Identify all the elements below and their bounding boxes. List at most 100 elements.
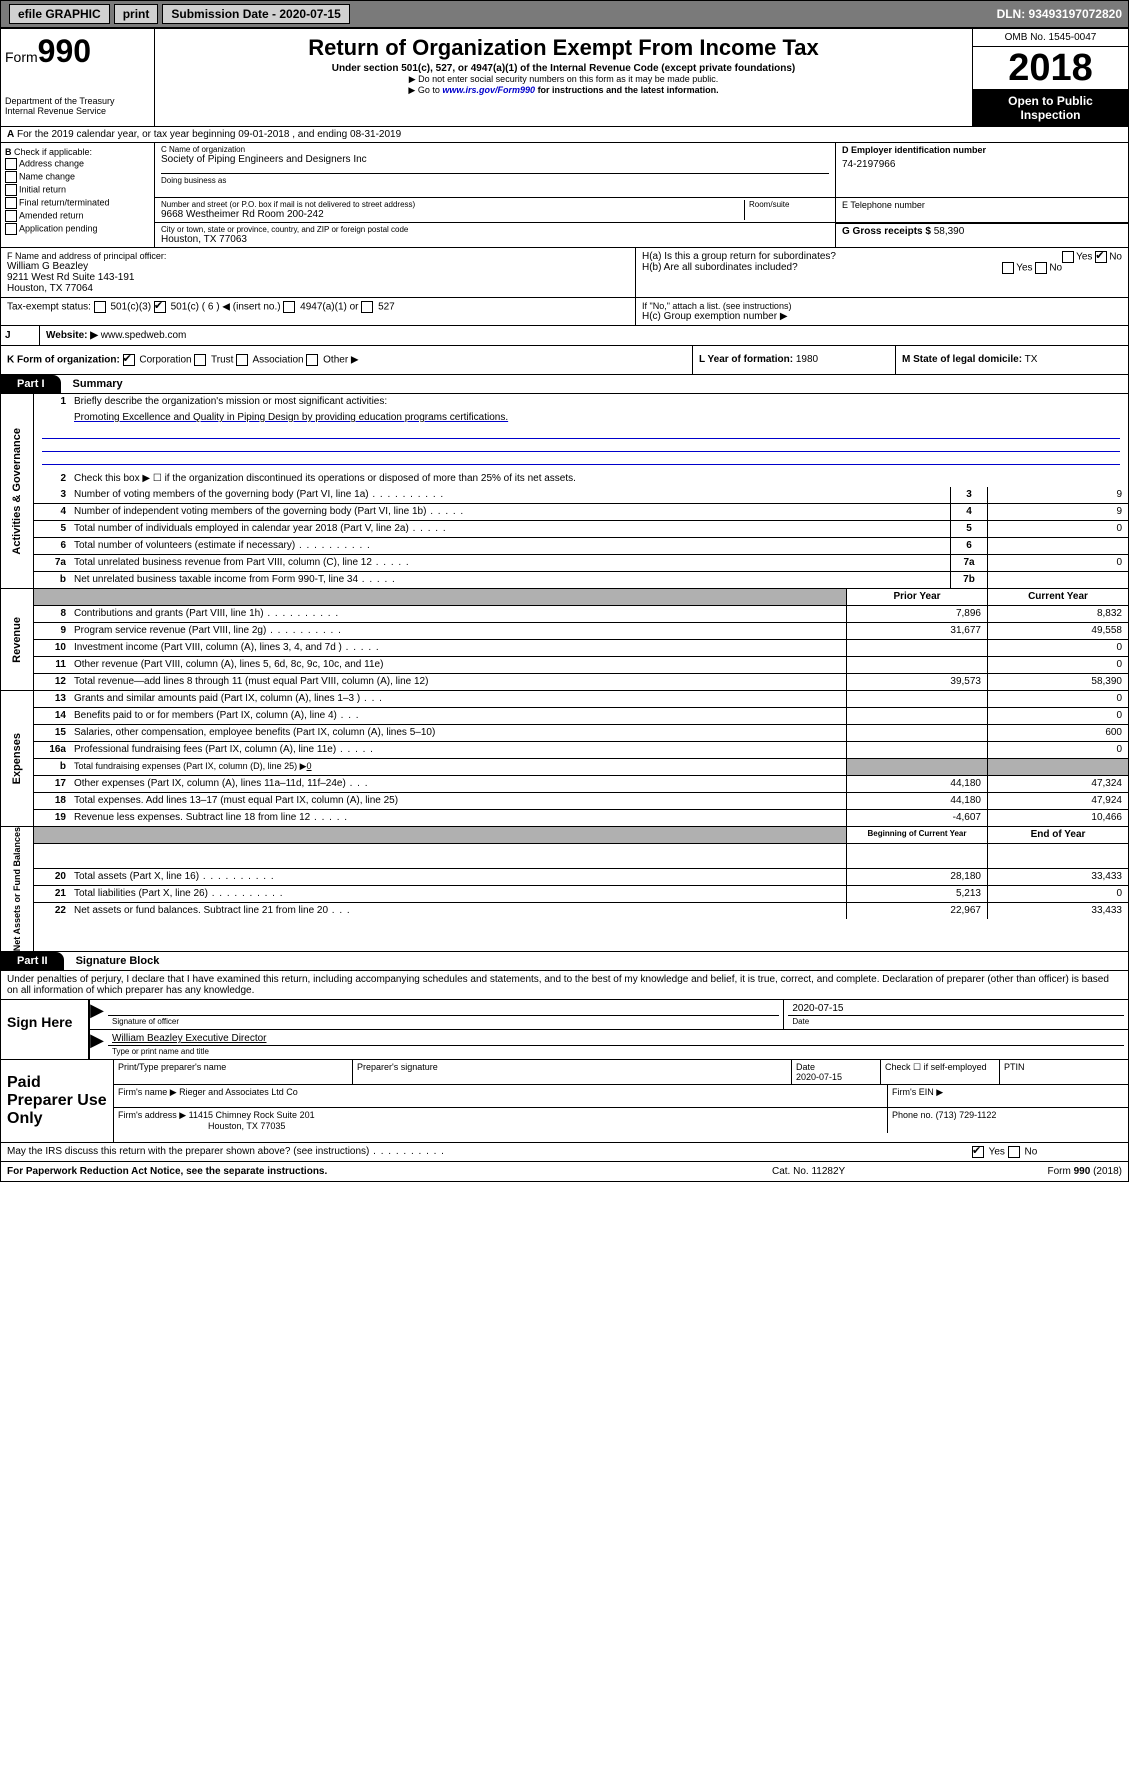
v5: 0 — [987, 521, 1128, 537]
l6: Total number of volunteers (estimate if … — [70, 538, 950, 554]
state-domicile: M State of legal domicile: TX — [895, 346, 1128, 374]
firm-addr2: Houston, TX 77035 — [118, 1121, 285, 1131]
ein-value: 74-2197966 — [842, 155, 1122, 174]
form-footer: Form 990 (2018) — [972, 1166, 1122, 1177]
dba-label: Doing business as — [161, 173, 829, 185]
sign-here-label: Sign Here — [1, 1000, 90, 1059]
sig-name-label: Type or print name and title — [108, 1045, 1124, 1057]
sidebar-expenses: Expenses — [11, 733, 23, 784]
ein-label: D Employer identification number — [842, 145, 1122, 155]
dept-label: Department of the Treasury Internal Reve… — [5, 96, 150, 116]
city-value: Houston, TX 77063 — [161, 234, 829, 245]
form-org-row: K Form of organization: Corporation Trus… — [1, 346, 692, 374]
street-value: 9668 Westheimer Rd Room 200-242 — [161, 209, 744, 220]
hb-row: H(b) Are all subordinates included? Yes … — [642, 262, 1122, 273]
self-emp-label: Check ☐ if self-employed — [881, 1060, 1000, 1084]
l15: Salaries, other compensation, employee b… — [70, 725, 846, 741]
l13: Grants and similar amounts paid (Part IX… — [70, 691, 846, 707]
l3: Number of voting members of the governin… — [70, 487, 950, 503]
sig-date-label: Date — [788, 1015, 1124, 1027]
website-label: Website: ▶ — [46, 330, 98, 341]
pra-notice: For Paperwork Reduction Act Notice, see … — [7, 1166, 772, 1177]
boy-hdr: Beginning of Current Year — [846, 827, 987, 843]
l19: Revenue less expenses. Subtract line 18 … — [70, 810, 846, 826]
gross-receipts-label: G Gross receipts $ — [842, 226, 931, 237]
check-if-applicable: B Check if applicable: Address change Na… — [1, 143, 155, 247]
perjury-text: Under penalties of perjury, I declare th… — [1, 971, 1128, 1000]
v7b — [987, 572, 1128, 588]
l5: Total number of individuals employed in … — [70, 521, 950, 537]
l22: Net assets or fund balances. Subtract li… — [70, 903, 846, 919]
room-label: Room/suite — [744, 200, 829, 220]
street-label: Number and street (or P.O. box if mail i… — [161, 200, 744, 209]
city-label: City or town, state or province, country… — [161, 225, 829, 234]
prep-sig-label: Preparer's signature — [353, 1060, 792, 1084]
discuss-label: May the IRS discuss this return with the… — [7, 1146, 972, 1158]
form-number: Form990 — [5, 33, 150, 70]
officer-addr1: 9211 West Rd Suite 143-191 — [7, 272, 629, 283]
l21: Total liabilities (Part X, line 26) — [70, 886, 846, 902]
prior-year-hdr: Prior Year — [846, 589, 987, 605]
efile-button[interactable]: efile GRAPHIC — [9, 4, 110, 24]
sig-name: William Beazley Executive Director — [108, 1032, 1124, 1045]
firm-name: Rieger and Associates Ltd Co — [179, 1087, 298, 1097]
submission-date-label: Submission Date - 2020-07-15 — [162, 4, 349, 24]
hc-row: H(c) Group exemption number ▶ — [642, 311, 1122, 322]
l1-mission: Promoting Excellence and Quality in Pipi… — [70, 410, 1128, 426]
officer-addr2: Houston, TX 77064 — [7, 283, 629, 294]
row-a-taxyear: A For the 2019 calendar year, or tax yea… — [1, 127, 1128, 143]
v4: 9 — [987, 504, 1128, 520]
firm-phone: (713) 729-1122 — [936, 1110, 997, 1120]
l1-label: Briefly describe the organization's miss… — [70, 394, 1128, 410]
print-button[interactable]: print — [114, 4, 159, 24]
ssn-note: ▶ Do not enter social security numbers o… — [159, 74, 968, 85]
sidebar-revenue: Revenue — [11, 617, 23, 663]
firm-ein-label: Firm's EIN ▶ — [888, 1085, 1128, 1107]
year-formation: L Year of formation: 1980 — [692, 346, 895, 374]
v7a: 0 — [987, 555, 1128, 571]
sidebar-governance: Activities & Governance — [11, 428, 23, 555]
phone-label: E Telephone number — [842, 200, 1122, 210]
part2-tab: Part II — [1, 952, 64, 970]
l12: Total revenue—add lines 8 through 11 (mu… — [70, 674, 846, 690]
l9: Program service revenue (Part VIII, line… — [70, 623, 846, 639]
dln-label: DLN: 93493197072820 — [997, 7, 1122, 21]
l20: Total assets (Part X, line 16) — [70, 869, 846, 885]
firm-addr1: 11415 Chimney Rock Suite 201 — [189, 1110, 315, 1120]
cat-no: Cat. No. 11282Y — [772, 1166, 972, 1177]
ptin-label: PTIN — [1000, 1060, 1128, 1084]
officer-label: F Name and address of principal officer: — [7, 251, 629, 261]
current-year-hdr: Current Year — [987, 589, 1128, 605]
gross-receipts-value: 58,390 — [934, 226, 965, 237]
hb-note: If "No," attach a list. (see instruction… — [642, 301, 1122, 311]
top-toolbar: efile GRAPHIC print Submission Date - 20… — [0, 0, 1129, 28]
l16a: Professional fundraising fees (Part IX, … — [70, 742, 846, 758]
officer-name: William G Beazley — [7, 261, 629, 272]
l18: Total expenses. Add lines 13–17 (must eq… — [70, 793, 846, 809]
sidebar-netassets: Net Assets or Fund Balances — [12, 827, 22, 951]
prep-name-label: Print/Type preparer's name — [114, 1060, 353, 1084]
goto-note: ▶ Go to www.irs.gov/Form990 for instruct… — [159, 85, 968, 96]
paid-preparer-label: Paid Preparer Use Only — [1, 1060, 114, 1142]
part1-tab: Part I — [1, 375, 61, 393]
omb-label: OMB No. 1545-0047 — [973, 29, 1128, 47]
l17: Other expenses (Part IX, column (A), lin… — [70, 776, 846, 792]
l7b: Net unrelated business taxable income fr… — [70, 572, 950, 588]
org-name-label: C Name of organization — [161, 145, 829, 154]
website-value: www.spedweb.com — [101, 330, 187, 341]
l16b: Total fundraising expenses (Part IX, col… — [70, 759, 846, 775]
inspection-label: Open to Public Inspection — [973, 90, 1128, 126]
part2-title: Signature Block — [64, 955, 160, 967]
sig-date: 2020-07-15 — [788, 1002, 1124, 1015]
l4: Number of independent voting members of … — [70, 504, 950, 520]
tax-year: 2018 — [973, 47, 1128, 90]
l10: Investment income (Part VIII, column (A)… — [70, 640, 846, 656]
v6 — [987, 538, 1128, 554]
l14: Benefits paid to or for members (Part IX… — [70, 708, 846, 724]
l2: Check this box ▶ ☐ if the organization d… — [70, 471, 1128, 487]
l8: Contributions and grants (Part VIII, lin… — [70, 606, 846, 622]
irs-link[interactable]: www.irs.gov/Form990 — [442, 85, 535, 95]
sig-officer-label: Signature of officer — [108, 1015, 779, 1027]
form-subtitle: Under section 501(c), 527, or 4947(a)(1)… — [159, 63, 968, 74]
form-title: Return of Organization Exempt From Incom… — [159, 35, 968, 61]
